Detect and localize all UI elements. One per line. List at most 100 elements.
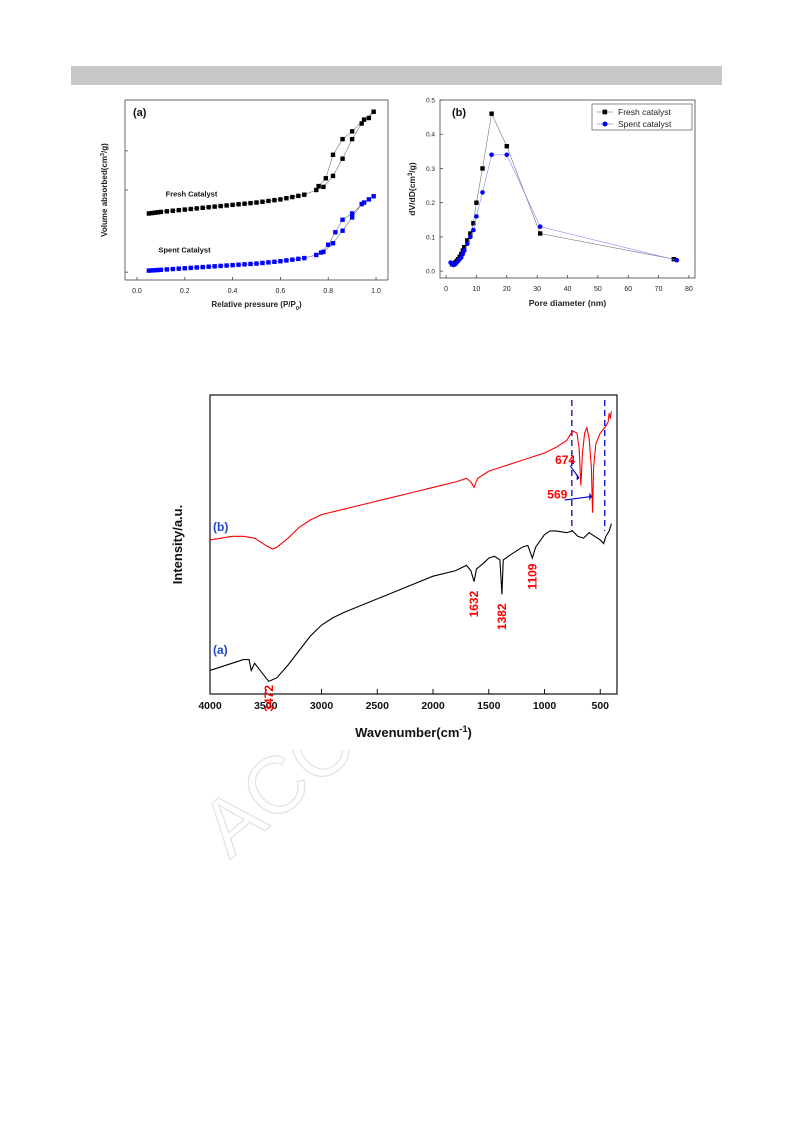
panel-a-x-tick-label: 0.0 — [132, 288, 142, 295]
peak-arrow-head — [576, 473, 580, 481]
panel-b-x-tick-label: 10 — [473, 286, 481, 293]
ftir-x-tick-label: 3500 — [254, 700, 278, 712]
panel-b-x-tick-label: 50 — [594, 286, 602, 293]
panel-b-x-tick-label: 60 — [624, 286, 632, 293]
isotherm-point — [164, 209, 170, 214]
isotherm-point — [260, 260, 265, 266]
isotherm-point — [206, 264, 211, 269]
isotherm-point — [371, 109, 376, 114]
isotherm-point — [330, 152, 336, 157]
isotherm-point — [212, 264, 217, 269]
isotherm-point — [155, 210, 161, 215]
psd-point-square — [474, 200, 479, 205]
ftir-x-tick-label: 1000 — [533, 700, 557, 712]
isotherm-point — [349, 136, 355, 142]
isotherm-point — [318, 250, 324, 255]
psd-point-circle — [480, 190, 485, 195]
legend-entry: Fresh catalyst — [618, 107, 672, 117]
psd-point-circle — [674, 257, 680, 263]
isotherm-point — [224, 263, 229, 268]
bet-figure-svg: 0.0 0.2 0.4 0.6 0.8 1.0 Relative pressure (P/P… — [95, 95, 696, 315]
annotation-spent: Spent Catalyst — [158, 246, 211, 255]
isotherm-point — [206, 205, 211, 210]
psd-point-square — [504, 144, 509, 149]
isotherm-point — [176, 266, 181, 271]
panel-a-x-tick-label: 0.2 — [180, 288, 190, 295]
isotherm-point — [170, 266, 176, 272]
isotherm-point — [340, 217, 345, 222]
isotherm-point — [326, 242, 331, 247]
ftir-x-axis-label: Wavenumber(cm-1) — [355, 724, 472, 740]
isotherm-point — [302, 192, 307, 197]
isotherm-point — [182, 266, 187, 271]
ftir-frame — [209, 394, 618, 695]
isotherm-point — [230, 262, 235, 268]
panel-b-y-tick-label: 0.5 — [426, 98, 435, 105]
isotherm-point — [361, 117, 367, 122]
peak-arrow — [564, 495, 592, 501]
isotherm-point — [266, 198, 271, 204]
panel-b-y-tick-label: 0.0 — [426, 269, 435, 276]
panel-b-y-axis-label: dV/dD(cm3/g) — [407, 162, 417, 216]
panel-b-x-tick-label: 70 — [655, 286, 663, 293]
isotherm-point — [361, 200, 367, 205]
isotherm-point — [278, 197, 283, 202]
isotherm-point — [149, 268, 155, 273]
psd-point-circle — [468, 234, 473, 240]
isotherm-point — [349, 211, 355, 216]
isotherm-point — [242, 262, 247, 267]
panel-a-x-tick-label: 0.6 — [276, 288, 286, 295]
peak-label: 1109 — [525, 563, 539, 589]
isotherm-point — [314, 187, 319, 193]
spectrum-b — [209, 411, 612, 550]
isotherm-point — [321, 184, 326, 190]
isotherm-point — [340, 156, 345, 161]
isotherm-point — [182, 207, 187, 212]
isotherm-point — [366, 197, 372, 202]
isotherm-point — [158, 209, 164, 215]
isotherm-point — [152, 210, 158, 215]
legend-marker-square — [602, 109, 608, 115]
ftir-x-tick-label: 3000 — [310, 700, 334, 712]
isotherm-point — [236, 202, 241, 207]
ftir-x-tick-label: 4000 — [198, 700, 222, 712]
psd-line — [450, 154, 677, 266]
isotherm-point — [321, 249, 326, 255]
isotherm-point — [333, 230, 338, 235]
isotherm-point — [290, 194, 295, 200]
isotherm-point — [164, 267, 170, 272]
panel-a-x-axis-label: Relative pressure (P/P0) — [211, 300, 302, 312]
curve-label-a: (a) — [213, 643, 228, 657]
isotherm-point — [155, 267, 161, 273]
isotherm-point — [296, 256, 301, 262]
peak-label: 3472 — [262, 685, 276, 712]
isotherm-point — [260, 199, 265, 204]
psd-line — [452, 112, 674, 265]
psd-point-square — [489, 111, 494, 116]
isotherm-point — [278, 259, 283, 264]
isotherm-point — [284, 258, 289, 263]
ftir-y-axis-label: Intensity/a.u. — [170, 505, 185, 584]
isotherm-point — [176, 207, 181, 213]
isotherm-point — [316, 183, 321, 189]
isotherm-point — [200, 264, 205, 270]
isotherm-point — [188, 206, 193, 212]
peak-label: 1382 — [495, 603, 509, 630]
isotherm-point — [248, 200, 253, 206]
isotherm-point — [296, 193, 301, 199]
panel-a-x-tick-label: 1.0 — [371, 288, 381, 295]
ftir-x-tick-label: 500 — [592, 700, 610, 712]
legend-box — [591, 103, 693, 131]
ftir-background — [165, 380, 630, 750]
ftir-x-tick-label: 2500 — [366, 700, 390, 712]
isotherm-point — [242, 201, 247, 206]
panel-a-label: (a) — [133, 107, 147, 119]
psd-point-circle — [465, 241, 470, 247]
panel-b-y-tick-label: 0.1 — [426, 234, 435, 241]
psd-point-circle — [458, 255, 464, 260]
psd-point-circle — [504, 152, 510, 158]
isotherm-point — [314, 252, 319, 258]
panel-b-x-axis-label: Pore diameter (nm) — [529, 298, 607, 308]
isotherm-point — [146, 268, 152, 273]
psd-point-circle — [471, 227, 476, 233]
